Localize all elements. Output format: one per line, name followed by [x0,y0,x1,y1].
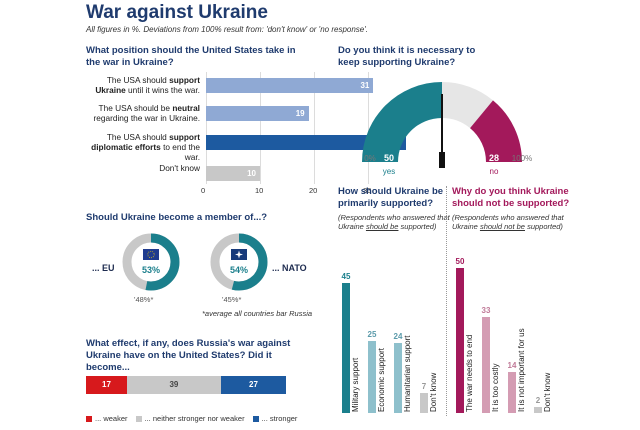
vbar [534,407,542,413]
q1-row-label: Don't know [159,163,200,173]
vbar [508,372,516,413]
q2-donuts: ... EU 53% '48%* 54% ... NATO '45%* *ave… [80,233,320,323]
vbar [342,282,350,413]
divider [446,186,447,416]
q1-bar: 10 [206,166,260,181]
vbar-label: Military support [351,357,360,412]
gauge-dontknow-arc [442,82,493,129]
vbar [420,392,428,413]
nato-label: ... NATO [272,263,307,273]
q4-note: (Respondents who answered that Ukraine s… [338,213,450,231]
nato-average: '45%* [222,295,242,304]
q1-gridline [206,72,207,184]
gauge-right-tick: 100% [512,154,532,163]
vbar [482,317,490,413]
gauge-needle-base [439,152,445,168]
vbar-label: It is not important for us [517,328,526,412]
vbar [456,268,464,413]
eu-flag-icon [143,249,159,260]
q1-tick: 30 [363,186,372,195]
q3-legend-item: ... neither stronger nor weaker [135,414,245,423]
q1-tick: 0 [201,186,206,195]
q1-gridline [314,72,315,184]
q1-question: What position should the United States t… [86,45,296,68]
q3-segment: 17 [86,376,127,394]
vbar-value: 25 [367,329,377,339]
vbar-label: The war needs to end [465,334,474,412]
q3-stacked-bar: 17 39 27 [86,376,286,394]
q3-segment: 39 [126,376,221,394]
vbar-value: 14 [507,361,517,371]
q1-row-label: The USA should support Ukraine until it … [95,75,200,95]
page-subtitle: All figures in %. Deviations from 100% r… [86,25,368,34]
q1-gridline [260,72,261,184]
q3-question: What effect, if any, does Russia's war a… [86,338,291,373]
q1-chart: 0 10 20 30 The USA should support Ukraine un… [86,72,406,200]
q1-bar: 19 [206,106,309,121]
q5-chart: 50 The war needs to end 33 It is too costly… [452,255,556,415]
q1-gridline [368,72,369,184]
gauge-no-value: 28 [489,153,499,163]
gauge-yes-label: yes [383,167,395,176]
gauge-yes-value: 50 [384,153,394,163]
q4-chart: 45 Military support 25 Economic support 24 Hu… [338,255,442,415]
eu-donut: 53% [122,233,180,291]
vbar-label: Don't know [543,372,552,412]
nato-donut-arc [210,233,268,291]
q2-footnote: *average all countries bar Russia [202,309,313,318]
vbar-value: 2 [535,396,541,406]
q3-legend-item: ... weaker [86,414,128,423]
q5-note: (Respondents who answered that Ukraine s… [452,213,564,231]
q2-question: Should Ukraine become a member of...? [86,212,268,223]
vbar-value: 7 [421,381,427,391]
vbar-label: Humanitarian support [403,335,412,412]
q4-question: How should Ukraine be primarily supporte… [338,186,444,209]
vbar-value: 50 [455,257,465,266]
eu-average: '48%* [134,295,154,304]
eu-label: ... EU [92,263,115,273]
vbar [368,340,376,413]
q5-question: Why do you think Ukraine should not be s… [452,186,570,209]
gauge-chart: 0% 100% 50 28 yes no [362,82,532,176]
eu-value: 53% [142,265,160,275]
vbar-label: Don't know [429,372,438,412]
nato-value: 54% [230,265,248,275]
q1-row-label: The USA should support diplomatic effort… [91,132,200,162]
q1-tick: 20 [309,186,318,195]
q3-segment: 27 [220,376,286,394]
page-title: War against Ukraine [86,2,268,23]
gauge-left-tick: 0% [364,154,376,163]
eu-donut-arc [122,233,180,291]
q1-tick: 10 [255,186,264,195]
q1-row-label: The USA should be neutral regarding the … [93,103,200,123]
vbar-value: 24 [393,332,403,342]
gauge-yes-arc [362,82,442,162]
nato-donut: 54% [210,233,268,291]
q3-legend: ... weaker ... neither stronger nor weake… [86,408,326,426]
vbar-label: It is too costly [491,363,500,412]
gauge-no-arc [470,100,522,162]
vbar [394,343,402,413]
q3-legend-item: ... stronger [252,414,297,423]
q1-bar: 31 [206,78,374,93]
gauge-question: Do you think it is necessary to keep sup… [338,45,476,68]
vbar-value: 33 [481,306,491,316]
vbar-value: 45 [341,271,351,281]
gauge-no-label: no [490,167,499,176]
vbar-label: Economic support [377,347,386,412]
